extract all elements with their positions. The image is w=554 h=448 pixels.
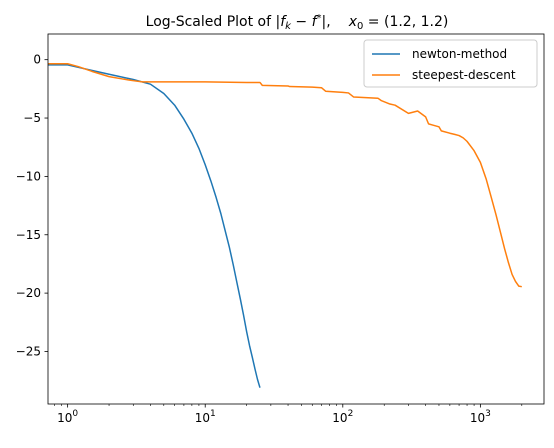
y-tick-label: −25	[16, 344, 41, 358]
legend-label-steepest-descent: steepest-descent	[412, 68, 516, 82]
y-tick-label: −5	[23, 111, 41, 125]
y-tick-label: −10	[16, 169, 41, 183]
legend-label-newton-method: newton-method	[412, 47, 507, 61]
legend: newton-method steepest-descent	[364, 40, 537, 87]
y-tick-label: −20	[16, 286, 41, 300]
y-tick-label: −15	[16, 228, 41, 242]
y-tick-label: 0	[33, 53, 41, 67]
chart-title: Log-Scaled Plot of |fk − f*|, x0 = (1.2, …	[146, 13, 449, 32]
